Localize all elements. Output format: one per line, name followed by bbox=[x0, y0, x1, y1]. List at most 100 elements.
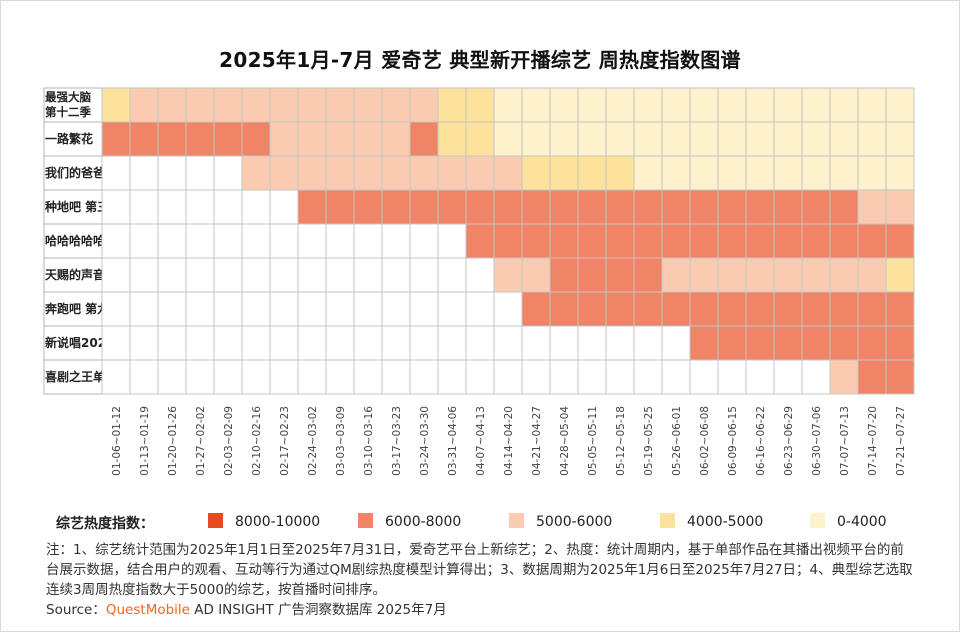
heat-cell bbox=[745, 325, 775, 361]
heat-cell bbox=[437, 257, 467, 293]
heat-cell bbox=[353, 155, 383, 191]
heat-cell bbox=[101, 87, 131, 123]
heat-cell bbox=[409, 291, 439, 327]
heat-cell bbox=[661, 325, 691, 361]
heat-cell bbox=[633, 189, 663, 225]
heat-cell bbox=[297, 87, 327, 123]
heat-cell bbox=[773, 325, 803, 361]
heat-cell bbox=[885, 189, 915, 225]
chart-title: 2025年1月-7月 爱奇艺 典型新开播综艺 周热度指数图谱 bbox=[219, 48, 741, 72]
heat-cell bbox=[605, 155, 635, 191]
source-brand: QuestMobile bbox=[105, 602, 190, 618]
heat-cell bbox=[773, 223, 803, 259]
heat-cell bbox=[437, 189, 467, 225]
heat-cell bbox=[717, 87, 747, 123]
heat-cell bbox=[297, 189, 327, 225]
heat-cell bbox=[521, 291, 551, 327]
heat-cell bbox=[857, 359, 887, 395]
heat-cell bbox=[269, 121, 299, 157]
heat-cell bbox=[745, 87, 775, 123]
heat-cell bbox=[829, 325, 859, 361]
heat-cell bbox=[465, 291, 495, 327]
x-tick-label: 01-27~02-02 bbox=[195, 406, 207, 476]
row-label-cell bbox=[43, 223, 103, 259]
heat-cell bbox=[129, 223, 159, 259]
heat-cell bbox=[213, 325, 243, 361]
heat-cell bbox=[101, 189, 131, 225]
heat-cell bbox=[409, 155, 439, 191]
heat-cell bbox=[773, 359, 803, 395]
legend: 综艺热度指数： 8000-10000 6000-8000 5000-6000 4… bbox=[0, 513, 960, 535]
heat-cell bbox=[605, 121, 635, 157]
heat-cell bbox=[241, 155, 271, 191]
legend-item-6000-8000: 6000-8000 bbox=[358, 513, 461, 530]
heat-cell bbox=[633, 87, 663, 123]
heat-cell bbox=[549, 325, 579, 361]
heat-cell bbox=[297, 291, 327, 327]
heat-cell bbox=[157, 325, 187, 361]
heat-cell bbox=[885, 291, 915, 327]
heat-cell bbox=[409, 189, 439, 225]
heat-cell bbox=[773, 257, 803, 293]
heat-cell bbox=[325, 223, 355, 259]
x-tick-label: 04-14~04-20 bbox=[503, 406, 515, 476]
x-tick-label: 05-05~05-11 bbox=[587, 406, 599, 476]
heat-cell bbox=[157, 155, 187, 191]
legend-label: 0-4000 bbox=[837, 514, 887, 530]
x-tick-label: 06-09~06-15 bbox=[727, 406, 739, 476]
heat-cell bbox=[409, 87, 439, 123]
heat-cell bbox=[185, 223, 215, 259]
x-tick-label: 02-24~03-02 bbox=[307, 406, 319, 476]
row-label: 新说唱2025 bbox=[45, 336, 114, 350]
heat-cell bbox=[689, 325, 719, 361]
x-tick-label: 02-10~02-16 bbox=[251, 406, 263, 476]
heat-cell bbox=[185, 291, 215, 327]
heat-cell bbox=[185, 121, 215, 157]
heat-cell bbox=[437, 155, 467, 191]
heat-cell bbox=[633, 223, 663, 259]
heat-cell bbox=[885, 325, 915, 361]
heat-cell bbox=[493, 291, 523, 327]
x-tick-label: 05-19~05-25 bbox=[643, 406, 655, 476]
row-label-cell bbox=[43, 291, 103, 327]
heat-cell bbox=[241, 223, 271, 259]
heat-cell bbox=[521, 189, 551, 225]
heat-cell bbox=[353, 223, 383, 259]
heat-cell bbox=[633, 325, 663, 361]
heat-cell bbox=[633, 121, 663, 157]
x-tick-label: 07-21~07-27 bbox=[895, 406, 907, 476]
heat-cell bbox=[577, 291, 607, 327]
heat-cell bbox=[213, 359, 243, 395]
heat-cell bbox=[101, 257, 131, 293]
heat-cell bbox=[129, 257, 159, 293]
heat-cell bbox=[269, 155, 299, 191]
heat-cell bbox=[717, 155, 747, 191]
heat-cell bbox=[801, 223, 831, 259]
heat-cell bbox=[605, 87, 635, 123]
heat-cell bbox=[857, 87, 887, 123]
heat-cell bbox=[297, 223, 327, 259]
heat-cell bbox=[353, 325, 383, 361]
heat-cell bbox=[465, 87, 495, 123]
source-line: Source：QuestMobile AD INSIGHT 广告洞察数据库 20… bbox=[46, 598, 447, 618]
heat-cell bbox=[605, 257, 635, 293]
heat-cell bbox=[773, 291, 803, 327]
heat-cell bbox=[381, 121, 411, 157]
heat-cell bbox=[381, 189, 411, 225]
heat-cell bbox=[885, 359, 915, 395]
x-tick-label: 01-20~01-26 bbox=[167, 406, 179, 476]
heat-cell bbox=[129, 155, 159, 191]
x-tick-label: 01-13~01-19 bbox=[139, 406, 151, 476]
heat-cell bbox=[661, 291, 691, 327]
heat-cell bbox=[521, 155, 551, 191]
heat-cell bbox=[549, 189, 579, 225]
heat-cell bbox=[409, 223, 439, 259]
heat-cell bbox=[269, 359, 299, 395]
heat-cell bbox=[101, 223, 131, 259]
heat-cell bbox=[885, 155, 915, 191]
heat-cell bbox=[157, 87, 187, 123]
heat-cell bbox=[325, 257, 355, 293]
heat-cell bbox=[185, 257, 215, 293]
heat-cell bbox=[521, 257, 551, 293]
